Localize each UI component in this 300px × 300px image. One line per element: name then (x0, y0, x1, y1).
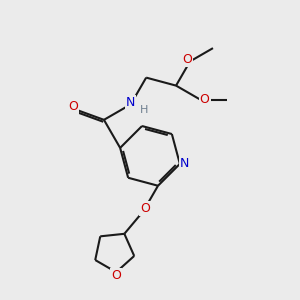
Text: O: O (111, 269, 121, 282)
Text: N: N (126, 96, 135, 110)
Text: O: O (182, 53, 192, 66)
Text: O: O (200, 93, 210, 106)
Text: O: O (68, 100, 78, 113)
Text: O: O (140, 202, 150, 215)
Text: N: N (180, 158, 189, 170)
Text: H: H (140, 105, 148, 115)
